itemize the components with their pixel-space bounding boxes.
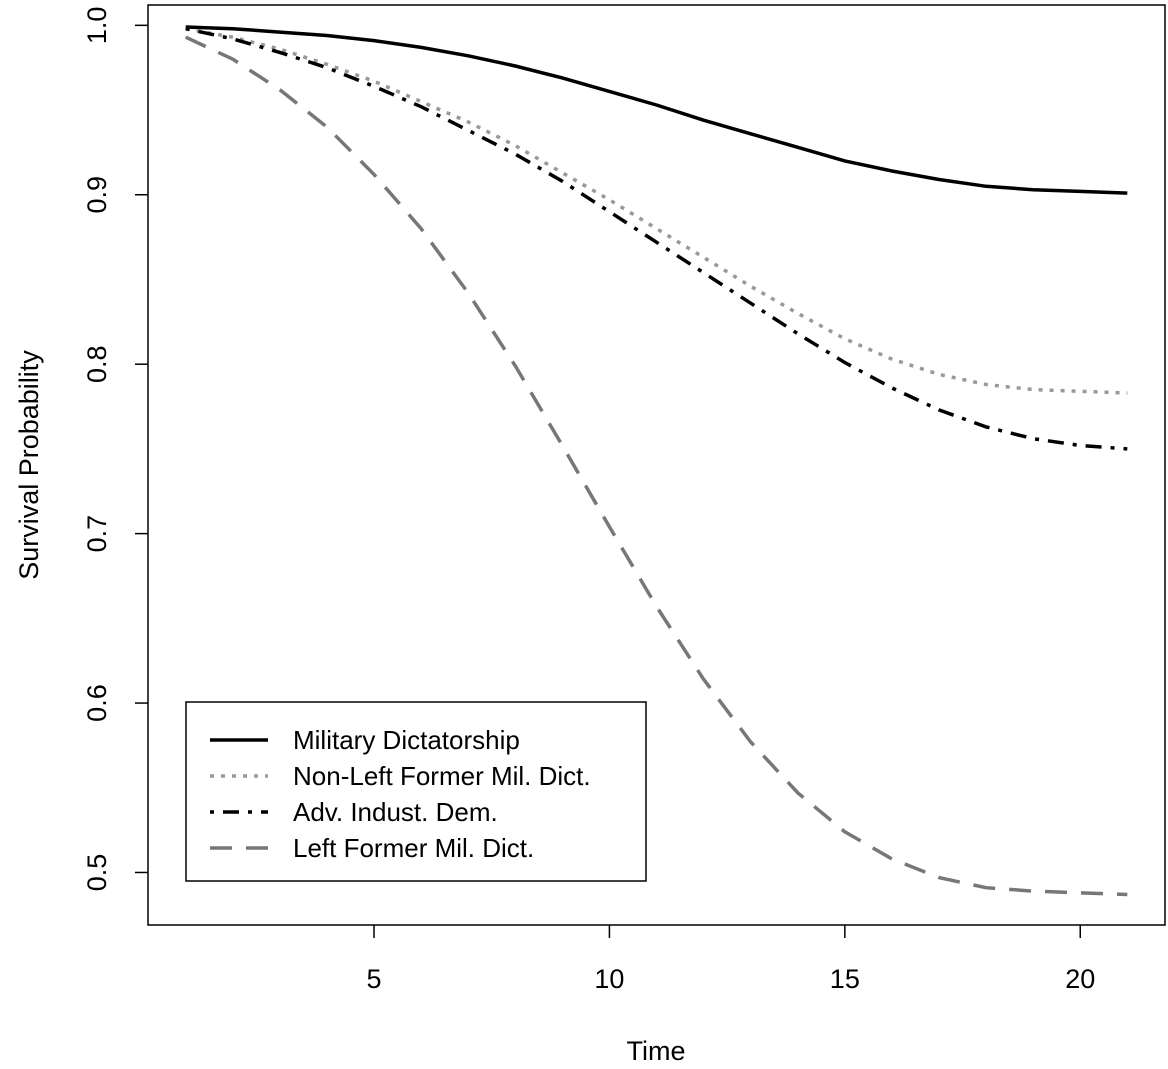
series-line-1 xyxy=(185,25,1128,195)
x-axis-label: Time xyxy=(627,1036,686,1066)
legend: Military Dictatorship Non-Left Former Mil… xyxy=(185,701,647,882)
series-line-2 xyxy=(185,26,1128,395)
y-tick-label: 0.5 xyxy=(82,854,112,892)
x-axis: 5 10 15 20 xyxy=(366,925,1095,994)
legend-label: Non-Left Former Mil. Dict. xyxy=(293,761,591,791)
legend-label: Adv. Indust. Dem. xyxy=(293,797,498,827)
x-tick-label: 5 xyxy=(366,964,381,994)
legend-label: Left Former Mil. Dict. xyxy=(293,833,534,863)
legend-box xyxy=(185,701,647,882)
y-tick-label: 1.0 xyxy=(82,7,112,45)
series-layer xyxy=(184,25,1128,897)
plot-frame xyxy=(147,4,1166,926)
x-tick-label: 20 xyxy=(1065,964,1095,994)
y-axis-label: Survival Probability xyxy=(14,350,44,580)
y-tick-label: 0.7 xyxy=(82,515,112,553)
x-tick-label: 10 xyxy=(594,964,624,994)
series-line-3 xyxy=(185,26,1128,451)
y-tick-label: 0.6 xyxy=(82,684,112,722)
y-tick-label: 0.8 xyxy=(82,345,112,383)
legend-label: Military Dictatorship xyxy=(293,725,520,755)
y-axis: 0.5 0.6 0.7 0.8 0.9 1.0 xyxy=(82,7,148,892)
series-line-4 xyxy=(184,35,1128,897)
x-tick-label: 15 xyxy=(830,964,860,994)
y-tick-label: 0.9 xyxy=(82,176,112,214)
